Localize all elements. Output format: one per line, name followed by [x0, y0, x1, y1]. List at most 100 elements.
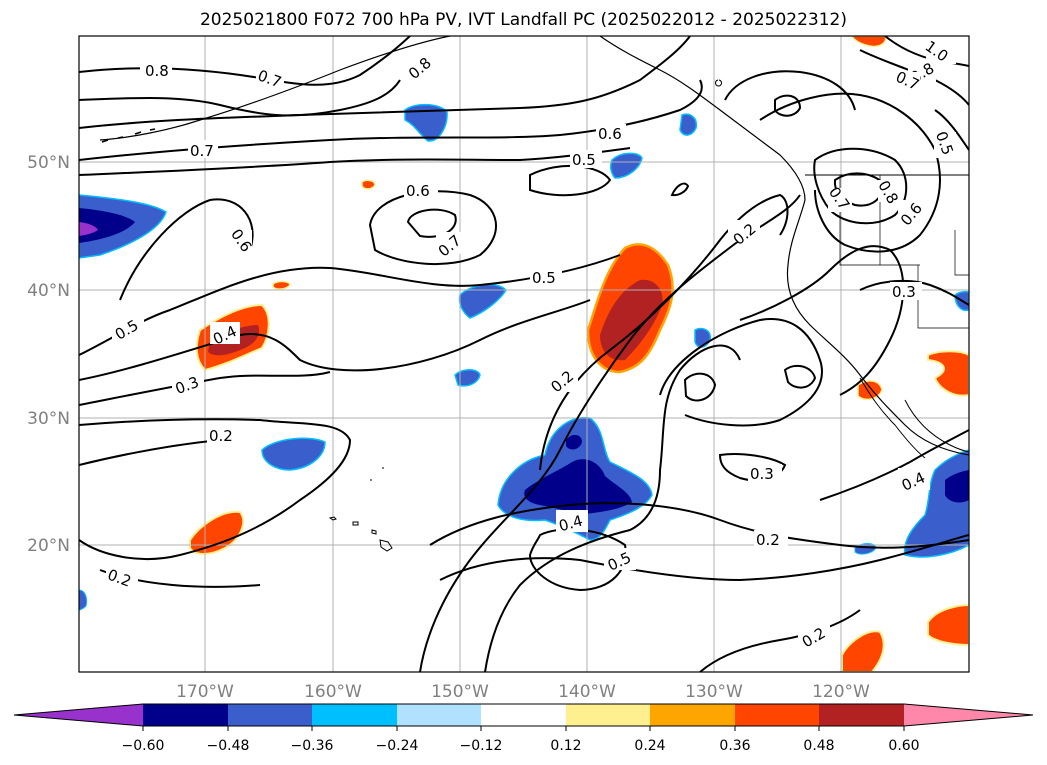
pv-positive-patch	[841, 630, 885, 672]
contour-label: 0.3	[892, 283, 916, 301]
colorbar-tick-label: −0.24	[376, 738, 419, 754]
lon-label-120w: 120°W	[812, 682, 870, 702]
pv-negative-patch-core	[524, 459, 632, 514]
contour-line	[813, 147, 908, 225]
colorbar-extend-high	[904, 704, 1033, 726]
pv-positive-patch	[927, 350, 969, 397]
colorbar-bin	[650, 704, 735, 726]
pv-negative-patch	[679, 113, 698, 136]
contour-label: 0.7	[190, 142, 214, 160]
lon-label-170w: 170°W	[176, 682, 234, 702]
colorbar-bin	[566, 704, 650, 726]
pv-fill-layer	[79, 36, 969, 672]
contour-line	[539, 193, 789, 471]
contour-line	[79, 79, 401, 117]
colorbar: −0.60 −0.48 −0.36 −0.24 −0.12 0.12 0.24 …	[13, 703, 1034, 754]
pv-positive-patch	[851, 36, 887, 48]
bc-coast	[599, 36, 806, 201]
colorbar-tick-label: 0.48	[803, 738, 834, 754]
lon-label-160w: 160°W	[304, 682, 362, 702]
contour-line	[79, 418, 352, 561]
colorbar-bin	[735, 704, 819, 726]
contour-line	[119, 198, 254, 301]
contour-labels: 0.8 0.7 0.8 1.0 0.8 0.7 0.5 0.6 0.7 0.5 …	[105, 37, 957, 651]
contour-line	[79, 147, 631, 176]
colorbar-tick-labels: −0.60 −0.48 −0.36 −0.24 −0.12 0.12 0.24 …	[122, 738, 920, 754]
contour-label: 0.5	[572, 151, 596, 169]
mexico-coast	[904, 399, 969, 453]
contour-label: 0.3	[750, 465, 774, 483]
pv-positive-patch	[272, 280, 291, 290]
contour-line	[368, 190, 497, 265]
colorbar-bin	[397, 704, 481, 726]
contour-label: 0.2	[756, 531, 780, 549]
colorbar-tick-label: 0.36	[719, 738, 750, 754]
contour-line	[670, 182, 690, 197]
contour-line	[934, 109, 969, 151]
contour-line	[79, 371, 331, 406]
contour-line	[699, 609, 861, 672]
contour-line	[529, 164, 612, 197]
pv-positive-patch	[927, 603, 969, 647]
colorbar-tick-label: −0.60	[122, 738, 165, 754]
colorbar-bin	[312, 704, 397, 726]
lat-label-20n: 20°N	[27, 536, 70, 556]
latitude-labels: 50°N 40°N 30°N 20°N	[27, 153, 70, 556]
colorbar-bin	[228, 704, 312, 726]
contour-line	[79, 299, 591, 381]
contour-line	[406, 208, 457, 238]
colorbar-tick-label: 0.24	[634, 738, 665, 754]
alaska-coast	[99, 36, 451, 141]
pv-negative-patch-core	[945, 470, 969, 503]
plot-frame	[78, 35, 970, 673]
contour-line	[528, 528, 627, 592]
colorbar-ticks	[142, 726, 905, 731]
contour-line	[659, 318, 823, 427]
pv-negative-patch	[610, 152, 643, 179]
map-plot-area: 0.8 0.7 0.8 1.0 0.8 0.7 0.5 0.6 0.7 0.5 …	[79, 36, 969, 672]
us-west-coast	[786, 199, 969, 456]
longitude-labels: 170°W 160°W 150°W 140°W 130°W 120°W	[176, 682, 870, 702]
contour-label: 0.5	[532, 269, 556, 287]
contour-line	[859, 279, 969, 306]
contour-line	[439, 534, 969, 582]
colorbar-tick-label: −0.48	[207, 738, 250, 754]
baja-peninsula	[859, 377, 926, 459]
pv-positive-patch	[361, 179, 376, 190]
lon-label-140w: 140°W	[558, 682, 616, 702]
contour-label: 0.4	[557, 512, 585, 536]
colorbar-bin	[819, 704, 904, 726]
coastlines	[99, 36, 969, 552]
aleutian-islands	[101, 128, 156, 143]
contour-line	[79, 254, 621, 356]
contour-line	[759, 92, 941, 253]
contour-line	[683, 372, 717, 402]
contour-line	[783, 364, 817, 389]
contour-line	[774, 94, 802, 117]
small-islands	[370, 79, 722, 481]
lat-label-30n: 30°N	[27, 409, 70, 429]
contour-line	[724, 70, 856, 111]
contour-line	[79, 439, 221, 466]
colorbar-tick-label: −0.12	[460, 738, 503, 754]
contour-label: 0.6	[598, 125, 622, 143]
pv-negative-patch	[404, 103, 448, 142]
colorbar-tick-label: 0.60	[888, 738, 919, 754]
lat-label-40n: 40°N	[27, 281, 70, 301]
map-title: 2025021800 F072 700 hPa PV, IVT Landfall…	[199, 10, 847, 30]
pv-positive-patch	[189, 510, 245, 555]
lon-label-130w: 130°W	[685, 682, 743, 702]
pv-contours	[79, 36, 969, 672]
pv-negative-patch-core	[566, 434, 582, 450]
state-borders	[839, 175, 969, 329]
contour-line	[819, 429, 969, 501]
pv-negative-patch	[454, 369, 481, 387]
hawaii-islands	[328, 516, 393, 552]
contour-label: 0.8	[145, 62, 169, 80]
contour-label: 0.2	[209, 427, 233, 445]
contour-label: 0.6	[406, 182, 430, 200]
colorbar-bin	[481, 704, 566, 726]
pv-negative-patch	[261, 437, 326, 471]
pv-min-patch	[79, 222, 98, 236]
colorbar-bin	[143, 704, 228, 726]
